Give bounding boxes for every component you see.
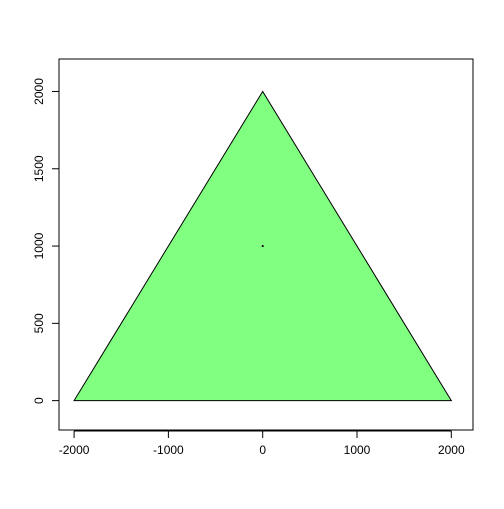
y-tick-label-0: 0: [32, 397, 46, 404]
x-tick-label-3: 1000: [344, 443, 371, 457]
y-axis: 0 500 1000 1500 2000: [32, 78, 60, 404]
data-point-0: [261, 244, 264, 248]
y-tick-label-3: 1500: [32, 155, 46, 182]
x-axis: -2000 -1000 0 1000 2000: [59, 430, 465, 457]
x-tick-label-1: -1000: [153, 443, 184, 457]
x-tick-label-4: 2000: [438, 443, 465, 457]
y-tick-label-2: 1000: [32, 232, 46, 259]
y-tick-label-4: 2000: [32, 78, 46, 105]
x-tick-label-0: -2000: [59, 443, 90, 457]
x-tick-label-2: 0: [259, 443, 266, 457]
plot-region: [73, 90, 453, 402]
y-tick-label-1: 500: [32, 313, 46, 333]
